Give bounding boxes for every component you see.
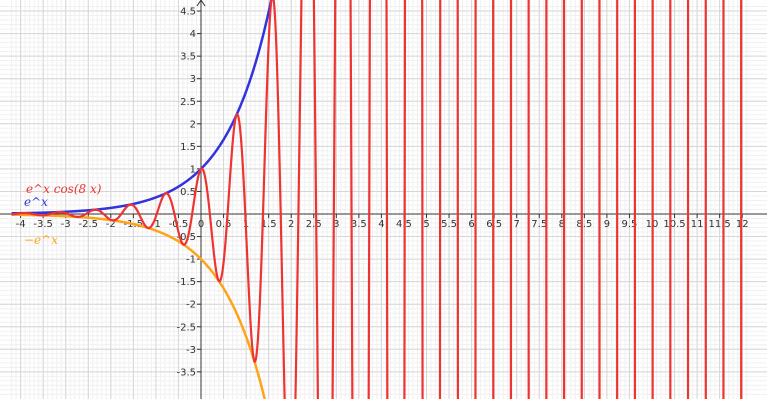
x-tick-label: -2.5: [78, 219, 98, 230]
y-tick-label: -2: [186, 300, 196, 311]
x-tick-label: 5.5: [441, 219, 457, 230]
x-tick-label: 0.5: [216, 219, 232, 230]
x-tick-label: -1: [151, 219, 161, 230]
x-tick-label: 6: [468, 219, 474, 230]
y-tick-label: -1.5: [176, 277, 196, 288]
x-tick-label: -0.5: [169, 219, 189, 230]
y-tick-label: -2.5: [176, 322, 196, 333]
curve-neg-ex: [11, 213, 266, 399]
label-ex: e^x: [24, 195, 48, 209]
label-neg-ex: −e^x: [24, 233, 58, 247]
x-tick-label: -2: [106, 219, 116, 230]
y-tick-label: 0.5: [180, 187, 196, 198]
y-tick-label: -0.5: [176, 232, 196, 243]
x-tick-label: 9: [604, 219, 610, 230]
curves: [11, 0, 743, 399]
x-tick-label: -3: [61, 219, 71, 230]
y-tick-label: 4.5: [180, 7, 196, 18]
curve-ex-cos8x: [11, 0, 743, 399]
x-tick-label: 3: [333, 219, 339, 230]
x-tick-label: 11: [691, 219, 704, 230]
x-tick-label: 1.5: [261, 219, 277, 230]
y-tick-label: 3: [190, 74, 196, 85]
x-tick-label: 10.5: [663, 219, 685, 230]
x-tick-label: 8: [559, 219, 565, 230]
x-tick-label: 8.5: [576, 219, 592, 230]
x-tick-label: 2: [288, 219, 294, 230]
y-tick-label: 1.5: [180, 142, 196, 153]
y-tick-label: 3.5: [180, 52, 196, 63]
x-tick-label: -4: [16, 219, 26, 230]
x-tick-label: 9.5: [621, 219, 637, 230]
y-tick-label: 1: [190, 164, 196, 175]
x-tick-label: 2.5: [306, 219, 322, 230]
y-tick-label: 4: [190, 29, 196, 40]
x-tick-label: 0: [198, 219, 204, 230]
y-tick-label: 2.5: [180, 97, 196, 108]
x-tick-label: 11.5: [709, 219, 731, 230]
x-tick-label: 4: [378, 219, 384, 230]
x-tick-label: 7: [514, 219, 520, 230]
y-tick-label: 2: [190, 119, 196, 130]
label-ex-cos8x: e^x cos(8 x): [26, 182, 102, 196]
y-axis-arrow: [196, 0, 206, 7]
x-tick-label: -3.5: [33, 219, 53, 230]
y-tick-label: -3: [186, 345, 196, 356]
y-tick-label: -1: [186, 255, 196, 266]
y-tick-label: -3.5: [176, 367, 196, 378]
x-tick-label: 7.5: [531, 219, 547, 230]
x-tick-label: 3.5: [351, 219, 367, 230]
x-tick-label: 5: [423, 219, 429, 230]
